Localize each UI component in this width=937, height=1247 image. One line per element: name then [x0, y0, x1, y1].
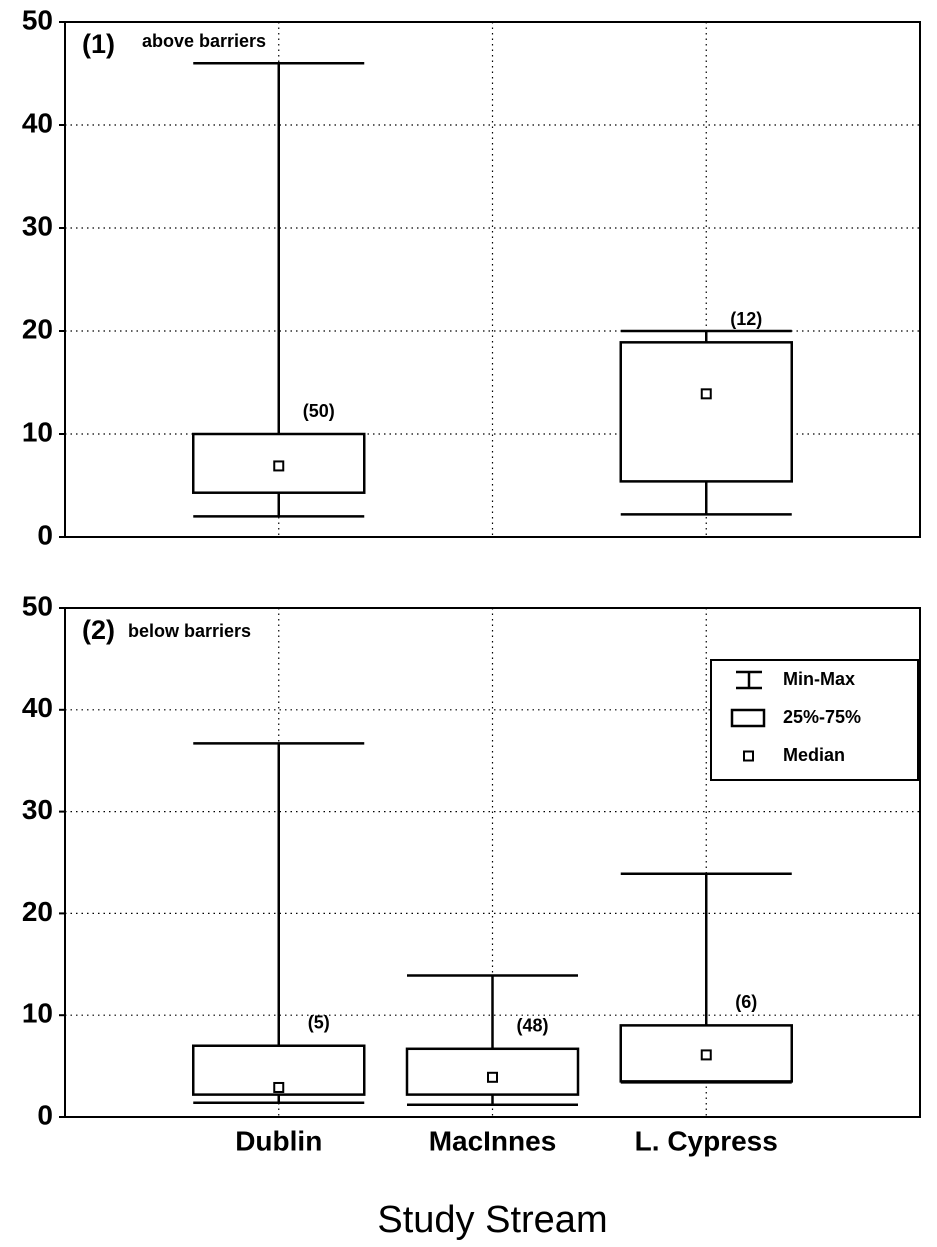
count-label: (5): [308, 1012, 330, 1032]
box: [619, 341, 793, 483]
y-tick-label: 10: [22, 998, 53, 1029]
box: [192, 432, 366, 494]
x-tick-label: L. Cypress: [635, 1125, 778, 1156]
y-tick-label: 30: [22, 210, 53, 241]
y-tick-label: 0: [37, 519, 53, 550]
median: [487, 1071, 498, 1083]
y-tick-label: 20: [22, 313, 53, 344]
y-tick-label: 40: [22, 692, 53, 723]
x-axis-label: Study Stream: [377, 1199, 607, 1241]
x-tick-label: MacInnes: [429, 1125, 557, 1156]
panel-label: (1): [82, 29, 115, 59]
box: [405, 1047, 580, 1096]
panel-subtitle: above barriers: [142, 31, 266, 51]
count-label: (12): [730, 309, 762, 329]
box: [192, 1044, 366, 1096]
box: [619, 1024, 793, 1083]
median: [700, 388, 712, 400]
count-label: (48): [516, 1016, 548, 1036]
count-label: (50): [303, 401, 335, 421]
median: [273, 460, 285, 472]
plot-frame: [64, 21, 921, 538]
plot-frame: [64, 607, 921, 1118]
y-tick-label: 50: [22, 4, 53, 35]
median: [273, 1081, 285, 1093]
x-tick-label: Dublin: [235, 1125, 322, 1156]
legend-symbol: [730, 708, 766, 728]
panel-label: (2): [82, 615, 115, 645]
y-tick-label: 30: [22, 794, 53, 825]
panel-subtitle: below barriers: [128, 621, 251, 641]
legend-label: 25%-75%: [783, 707, 861, 727]
legend-label: Median: [783, 745, 845, 765]
y-tick-label: 40: [22, 107, 53, 138]
y-tick-label: 20: [22, 896, 53, 927]
y-tick-label: 50: [22, 590, 53, 621]
median: [700, 1049, 712, 1061]
legend-symbol: [743, 750, 754, 762]
count-label: (6): [735, 992, 757, 1012]
legend-label: Min-Max: [783, 669, 855, 689]
y-tick-label: 10: [22, 416, 53, 447]
y-tick-label: 0: [37, 1099, 53, 1130]
